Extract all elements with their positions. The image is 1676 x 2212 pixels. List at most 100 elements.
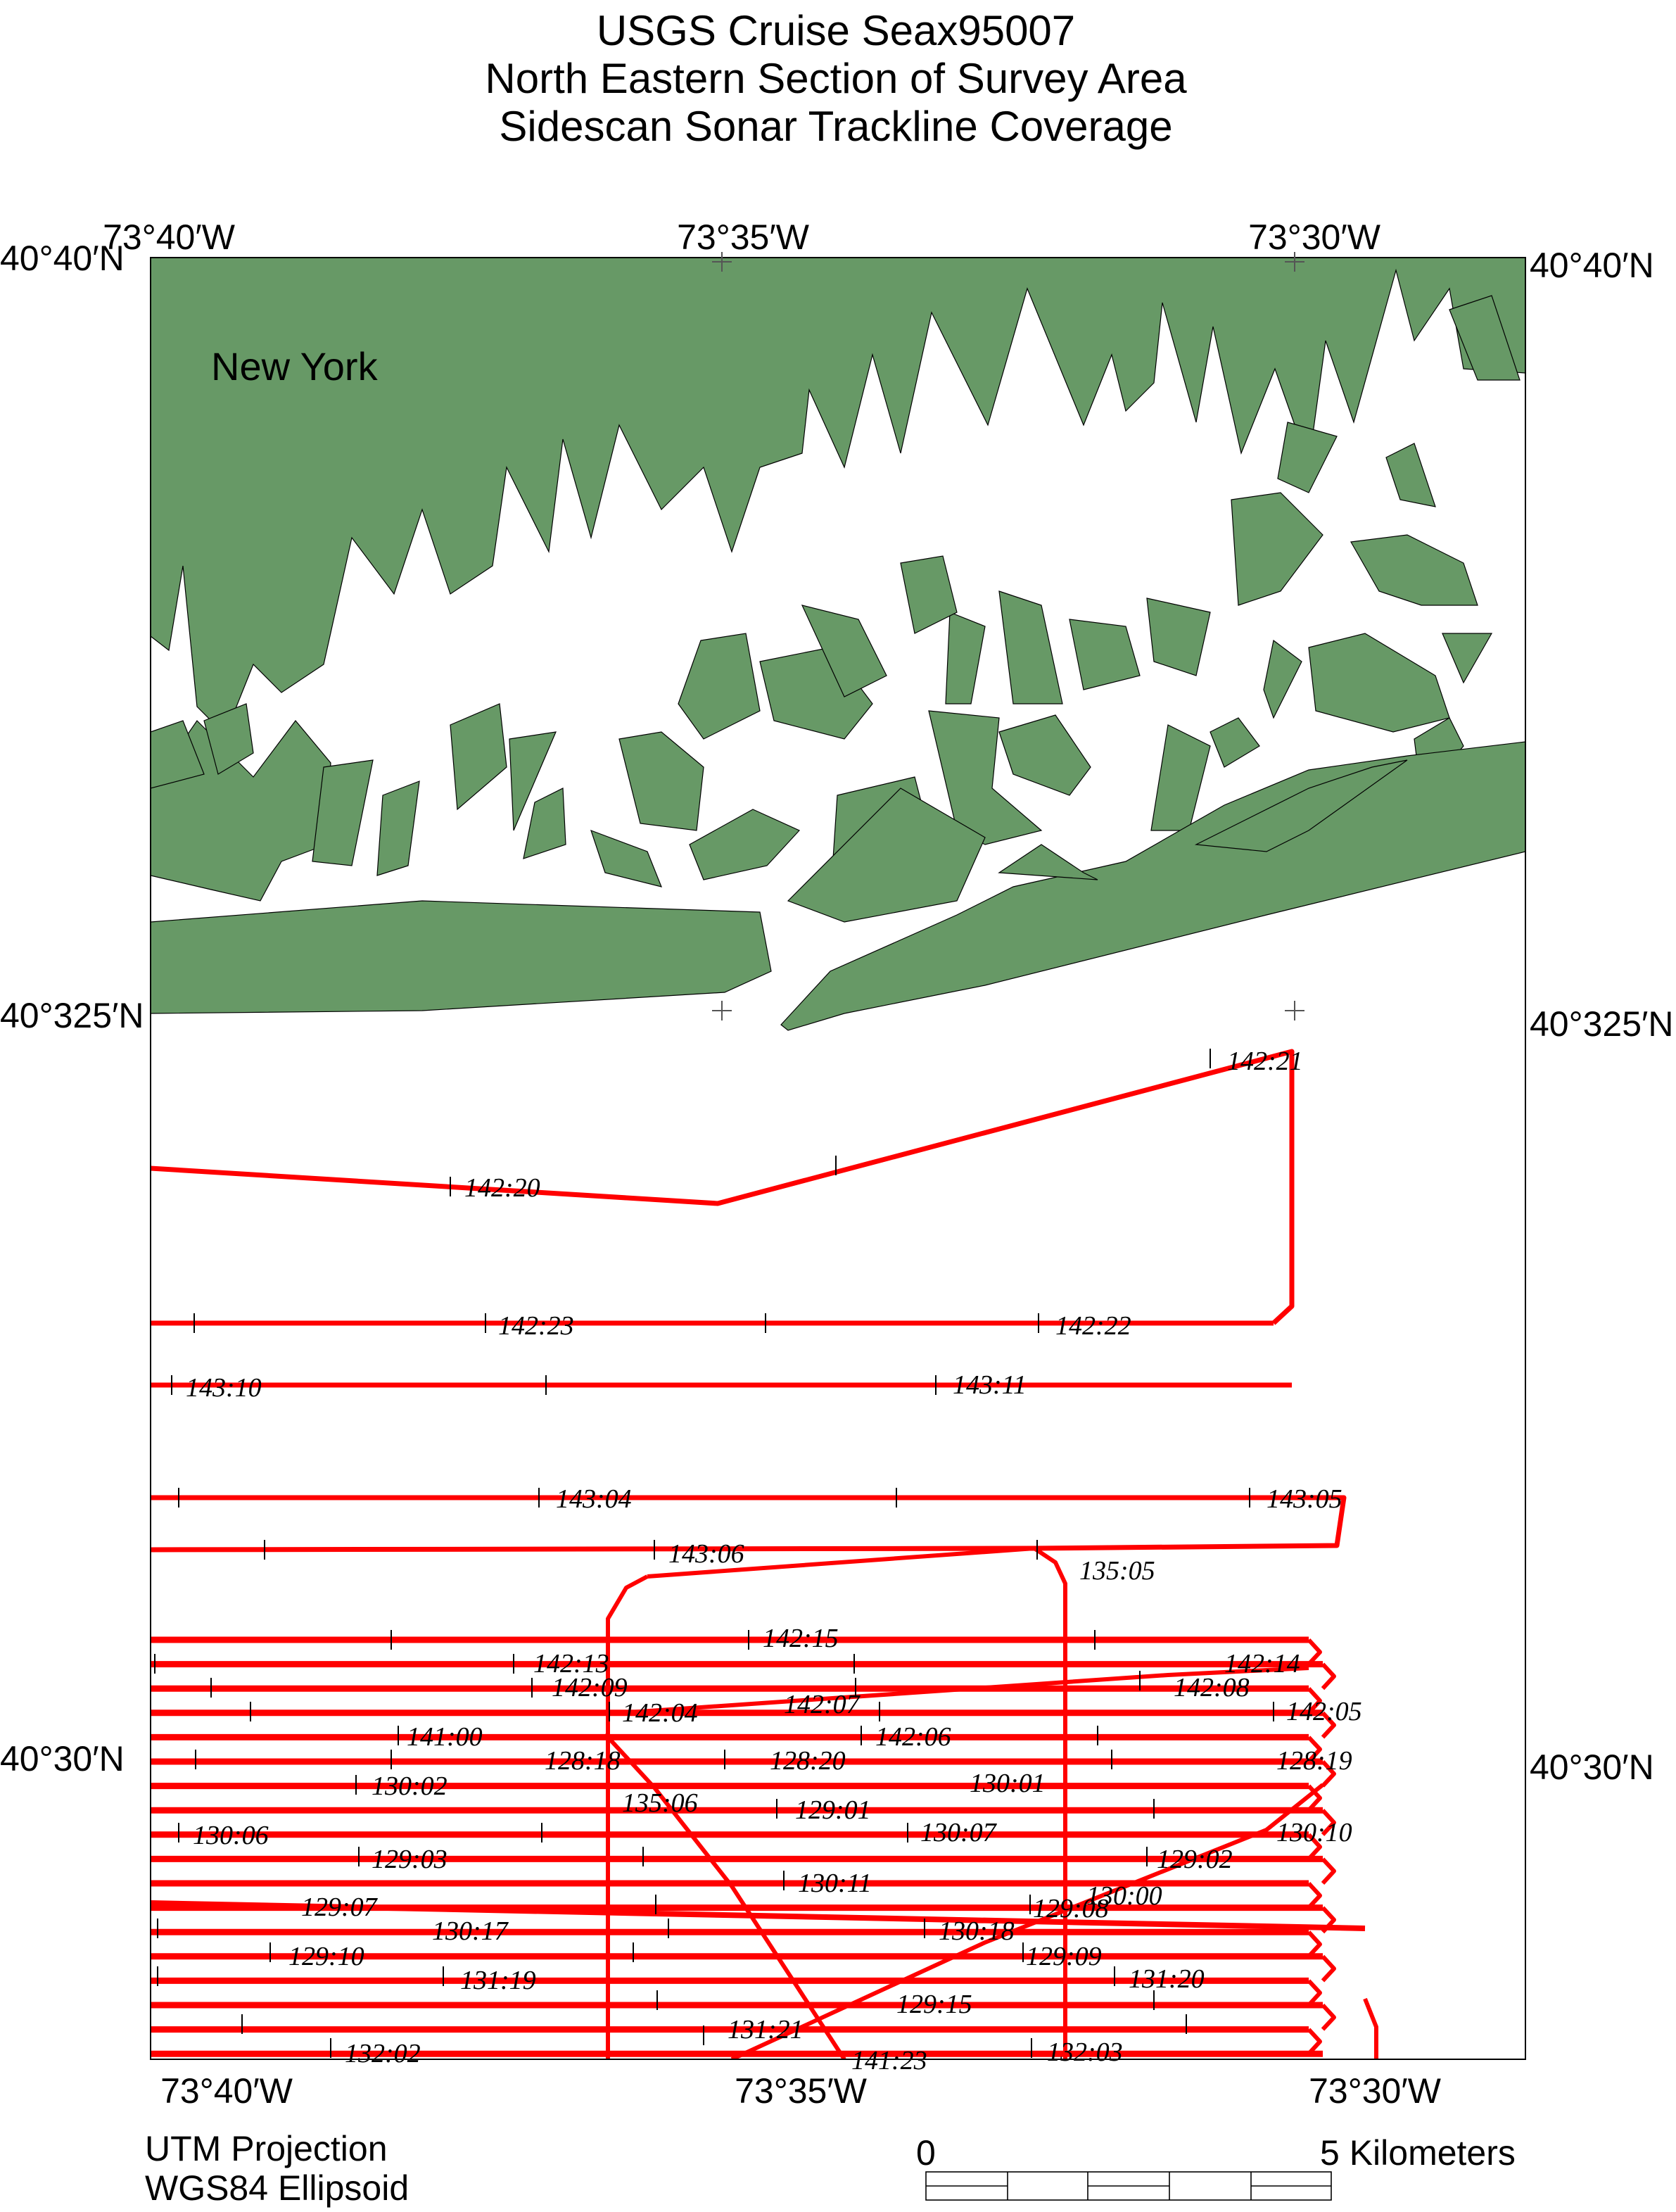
trackline — [730, 1783, 1324, 2059]
trackline — [1321, 1711, 1336, 1739]
tracklines — [151, 1049, 1378, 2059]
title-line-3: Sidescan Sonar Trackline Coverage — [499, 103, 1172, 150]
scale-end-label: 5 Kilometers — [1320, 2133, 1516, 2173]
trackline-time-label: 131:19 — [460, 1966, 536, 1995]
place-label-new-york: New York — [211, 344, 379, 388]
trackline-time-label: 129:01 — [795, 1795, 871, 1825]
trackline — [1307, 1930, 1322, 1958]
right-lat-label: 40°40′N — [1530, 246, 1654, 285]
trackline — [151, 1049, 1295, 1325]
trackline-time-label: 135:06 — [622, 1788, 698, 1818]
trackline-time-label: 129:10 — [288, 1942, 364, 1971]
trackline-time-label: 142:09 — [552, 1673, 628, 1702]
trackline-time-labels: 142:21 142:20 142:23 142:22 143:10 143:11 143:… — [186, 1047, 1362, 2075]
trackline-time-label: 143:04 — [556, 1484, 632, 1514]
trackline — [1307, 1881, 1322, 1909]
trackline — [1307, 1979, 1322, 2007]
trackline-time-label: 141:23 — [851, 2046, 927, 2075]
land-polygon — [689, 809, 801, 880]
axis-labels: 73°40′W 73°35′W 73°30′W 73°40′W 73°35′W … — [0, 217, 1674, 2111]
map-title: USGS Cruise Seax95007 North Eastern Sect… — [485, 7, 1187, 150]
land-polygon — [1385, 443, 1436, 507]
trackline-time-label: 143:10 — [186, 1373, 262, 1403]
land-polygon — [1449, 295, 1521, 381]
trackline-time-label: 142:22 — [1055, 1311, 1131, 1341]
trackline-time-label: 128:18 — [545, 1746, 621, 1776]
trackline — [1307, 2028, 1322, 2056]
trackline — [606, 1574, 649, 2059]
trackline-time-label: 129:02 — [1157, 1845, 1233, 1874]
top-lon-label: 73°40′W — [103, 217, 236, 257]
bottom-lon-label: 73°40′W — [160, 2071, 293, 2111]
land-polygon — [450, 703, 507, 811]
trackline — [1307, 1638, 1322, 1666]
trackline-time-label: 142:21 — [1227, 1047, 1303, 1076]
land-polygon — [1194, 759, 1408, 852]
trackline-time-label: 131:21 — [728, 2015, 804, 2044]
land-polygon — [1146, 598, 1211, 676]
trackline — [1307, 1687, 1322, 1714]
land-polygon — [376, 780, 420, 876]
land-polygon — [787, 788, 986, 923]
land-polygon — [1350, 534, 1478, 606]
trackline-time-label: 143:05 — [1266, 1484, 1342, 1514]
land-polygon — [203, 703, 254, 775]
title-line-1: USGS Cruise Seax95007 — [597, 7, 1075, 54]
trackline-time-label: 135:05 — [1079, 1556, 1155, 1586]
trackline-time-label: 129:07 — [301, 1892, 379, 1922]
trackline-time-label: 129:15 — [896, 1990, 972, 2019]
title-line-2: North Eastern Section of Survey Area — [485, 55, 1187, 102]
land-polygon — [678, 633, 761, 740]
land-polygon — [312, 759, 374, 866]
trackline-time-label: 130:17 — [432, 1916, 509, 1946]
land-polygon — [151, 900, 772, 1014]
ellipsoid-label: WGS84 Ellipsoid — [145, 2168, 409, 2208]
trackline — [1321, 1857, 1336, 1885]
map-frame-content — [151, 258, 1525, 2059]
trackline — [1321, 2003, 1336, 2031]
trackline-time-label: 128:19 — [1276, 1746, 1352, 1776]
trackline-time-label: 129:09 — [1026, 1942, 1102, 1971]
left-lat-label: 40°30′N — [0, 1739, 125, 1778]
right-lat-label: 40°325′N — [1530, 1004, 1674, 1044]
right-lat-label: 40°30′N — [1530, 1748, 1654, 1787]
graticule-cross-icon — [1285, 1001, 1304, 1020]
trackline-time-label: 142:07 — [784, 1690, 861, 1719]
trackline-time-label: 142:20 — [464, 1173, 540, 1203]
land-polygon — [151, 258, 1525, 736]
trackline-time-label: 130:06 — [193, 1821, 269, 1850]
trackline-time-label: 142:06 — [875, 1722, 951, 1752]
trackline — [1363, 1997, 1378, 2059]
trackline — [151, 1495, 1347, 1553]
land-polygon — [1277, 422, 1338, 493]
land-polygon — [151, 720, 205, 789]
land-polygon — [900, 555, 958, 634]
trackline — [603, 1732, 846, 2059]
trackline — [151, 1900, 1366, 1931]
trackline-time-label: 132:02 — [345, 2039, 421, 2068]
graticule-cross-icon — [712, 1001, 732, 1020]
trackline — [1307, 1736, 1322, 1764]
top-lon-label: 73°30′W — [1248, 217, 1381, 257]
trackline-time-label: 130:11 — [798, 1869, 872, 1898]
trackline — [1307, 1833, 1322, 1861]
trackline-time-label: 130:02 — [372, 1771, 447, 1801]
trackline — [1321, 1954, 1336, 1983]
left-lat-label: 40°40′N — [0, 239, 125, 278]
land-polygon — [998, 844, 1098, 880]
trackline-time-label: 129:08 — [1033, 1894, 1109, 1923]
trackline-time-label: 130:10 — [1276, 1818, 1352, 1847]
projection-label: UTM Projection — [145, 2129, 388, 2168]
map-frame — [150, 257, 1526, 2060]
land-polygon — [509, 731, 557, 831]
land-polygon — [1150, 724, 1211, 831]
trackline — [618, 1666, 1309, 1715]
trackline-time-label: 131:20 — [1129, 1964, 1205, 1994]
trackline-time-label: 142:23 — [498, 1311, 574, 1341]
graticule-cross-icon — [1285, 252, 1304, 272]
land-polygon — [590, 829, 662, 887]
bottom-lon-label: 73°35′W — [735, 2071, 868, 2111]
trackline-time-label: 142:05 — [1286, 1697, 1362, 1726]
trackline — [1321, 1759, 1336, 1788]
